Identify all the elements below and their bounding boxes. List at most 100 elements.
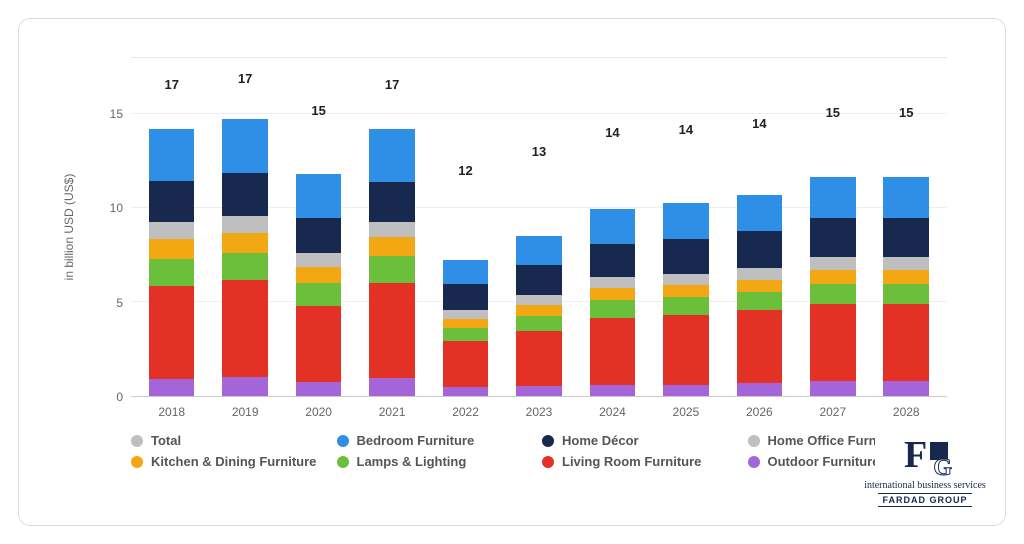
bar-segment-outdoor: [810, 381, 856, 396]
stacked-bar: [369, 96, 415, 396]
legend-label: Lamps & Lighting: [357, 454, 467, 469]
brand-logo: F G international business services FARD…: [875, 432, 975, 511]
y-ticks: 051015: [93, 57, 123, 397]
bar-segment-bedroom: [737, 195, 783, 231]
bar-segment-lamps: [883, 284, 929, 304]
logo-mark: F G: [902, 436, 948, 478]
bar-segment-outdoor: [369, 378, 415, 396]
legend-item-decor: Home Décor: [542, 433, 742, 448]
stacked-bar: [149, 96, 195, 396]
legend-label: Bedroom Furniture: [357, 433, 475, 448]
bar-segment-office: [516, 295, 562, 305]
bar-segment-outdoor: [296, 382, 342, 396]
bar-segment-bedroom: [222, 119, 268, 173]
bar-segment-office: [590, 277, 636, 288]
bar-segment-outdoor: [516, 386, 562, 396]
bar-segment-office: [149, 222, 195, 239]
bar-slot: 17: [208, 58, 281, 396]
bar-segment-decor: [443, 284, 489, 310]
stacked-bar: [443, 182, 489, 396]
bar-total-label: 13: [532, 144, 546, 159]
bar-slot: 15: [870, 58, 943, 396]
stacked-bar: [296, 122, 342, 396]
bar-slot: 14: [576, 58, 649, 396]
x-tick-label: 2027: [796, 405, 869, 419]
logo-tagline: international business services: [864, 480, 986, 491]
x-tick-label: 2028: [870, 405, 943, 419]
bar-segment-decor: [883, 218, 929, 257]
bar-segment-outdoor: [737, 383, 783, 396]
bar-segment-outdoor: [222, 377, 268, 396]
bar-segment-office: [296, 253, 342, 267]
bar-segment-decor: [737, 231, 783, 269]
legend-label: Outdoor Furniture: [768, 454, 880, 469]
bar-segment-lamps: [443, 328, 489, 341]
bar-total-label: 14: [752, 116, 766, 131]
y-axis-label: in billion USD (US$): [62, 174, 76, 281]
bar-segment-kitchen: [663, 285, 709, 296]
x-tick-label: 2025: [649, 405, 722, 419]
legend-swatch-icon: [131, 456, 143, 468]
legend-label: Kitchen & Dining Furniture: [151, 454, 316, 469]
y-tick-label: 15: [93, 107, 123, 121]
logo-letter-g: G: [933, 455, 952, 482]
bar-slot: 14: [723, 58, 796, 396]
bar-total-label: 17: [164, 77, 178, 92]
bar-segment-living: [149, 286, 195, 379]
bar-segment-office: [883, 257, 929, 271]
bar-segment-lamps: [516, 316, 562, 332]
y-tick-label: 0: [93, 390, 123, 404]
bar-segment-decor: [369, 182, 415, 222]
bar-segment-lamps: [810, 284, 856, 304]
x-tick-label: 2018: [135, 405, 208, 419]
bars-container: 1717151712131414141515: [131, 58, 947, 396]
bar-segment-kitchen: [296, 267, 342, 284]
x-tick-label: 2020: [282, 405, 355, 419]
bar-total-label: 15: [826, 105, 840, 120]
logo-letter-f: F: [904, 436, 927, 474]
bar-segment-outdoor: [590, 385, 636, 396]
bar-segment-kitchen: [883, 270, 929, 284]
bar-segment-decor: [296, 218, 342, 253]
bar-segment-bedroom: [810, 177, 856, 218]
bar-segment-decor: [149, 181, 195, 223]
bar-segment-lamps: [222, 253, 268, 280]
bar-segment-bedroom: [516, 236, 562, 266]
bar-slot: 17: [355, 58, 428, 396]
bar-slot: 12: [429, 58, 502, 396]
bar-segment-office: [737, 268, 783, 280]
bar-segment-lamps: [737, 292, 783, 311]
bar-segment-lamps: [149, 259, 195, 286]
x-tick-label: 2024: [576, 405, 649, 419]
stacked-bar: [516, 163, 562, 396]
x-tick-label: 2026: [723, 405, 796, 419]
bar-segment-living: [810, 304, 856, 381]
stacked-bar: [663, 141, 709, 396]
bar-segment-office: [663, 274, 709, 285]
bar-segment-decor: [222, 173, 268, 216]
bar-segment-lamps: [296, 283, 342, 306]
legend-label: Home Décor: [562, 433, 639, 448]
bar-segment-living: [516, 331, 562, 385]
bar-slot: 13: [502, 58, 575, 396]
bar-segment-living: [663, 315, 709, 385]
bar-segment-office: [443, 310, 489, 318]
bar-segment-lamps: [590, 300, 636, 318]
legend-swatch-icon: [748, 456, 760, 468]
bar-segment-living: [883, 304, 929, 381]
bar-segment-office: [810, 257, 856, 271]
legend-swatch-icon: [131, 435, 143, 447]
bar-total-label: 15: [899, 105, 913, 120]
bar-segment-kitchen: [443, 319, 489, 329]
legend-item-total: Total: [131, 433, 331, 448]
bar-segment-bedroom: [296, 174, 342, 218]
x-tick-label: 2023: [502, 405, 575, 419]
bar-segment-decor: [590, 244, 636, 278]
legend-item-living: Living Room Furniture: [542, 454, 742, 469]
legend-item-kitchen: Kitchen & Dining Furniture: [131, 454, 331, 469]
bar-segment-lamps: [663, 297, 709, 315]
x-tick-label: 2021: [355, 405, 428, 419]
bar-segment-decor: [663, 239, 709, 274]
legend-swatch-icon: [542, 456, 554, 468]
bar-segment-kitchen: [369, 237, 415, 255]
